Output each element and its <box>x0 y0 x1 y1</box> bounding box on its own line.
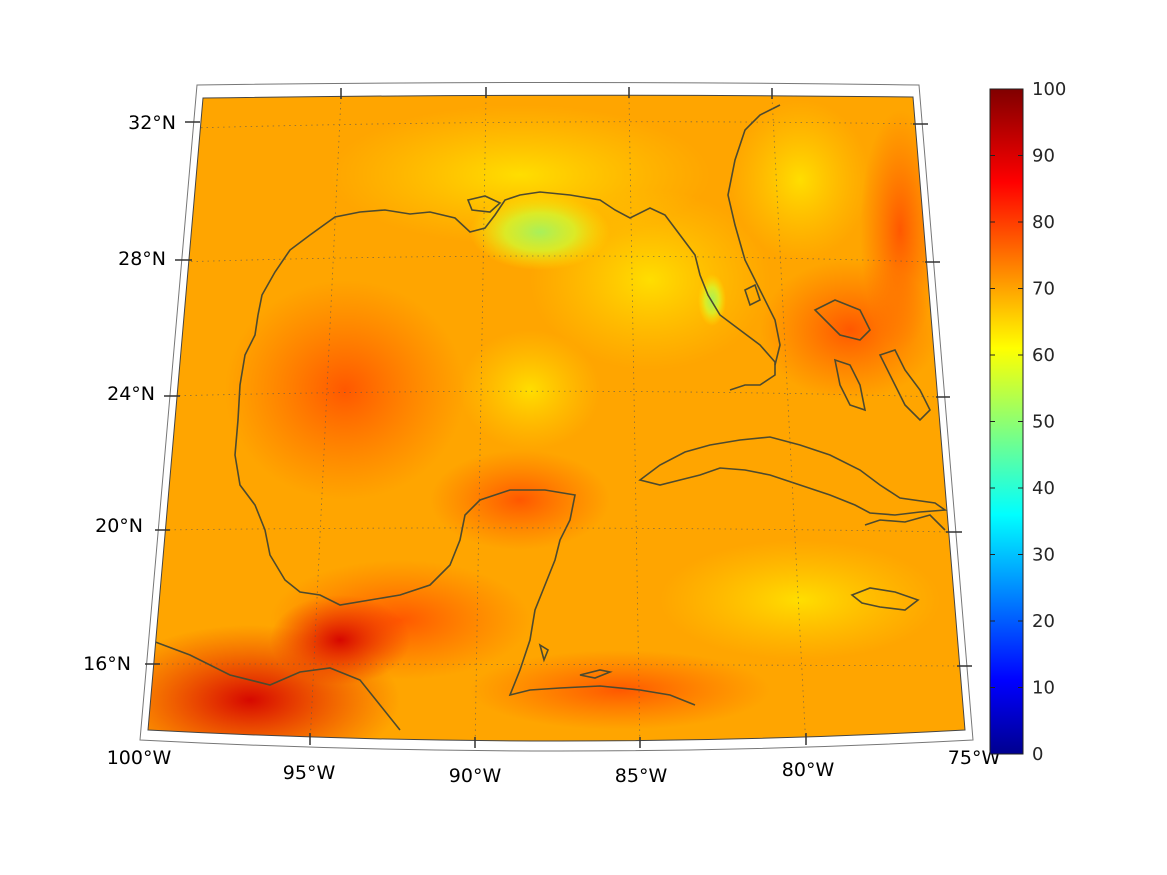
colorbar-tick-label: 50 <box>1032 412 1055 433</box>
longitude-labels: 100°W 95°W 90°W 85°W 80°W 75°W <box>107 747 1001 787</box>
lon-label-75w: 75°W <box>948 747 1001 769</box>
gulf-coast <box>257 191 776 391</box>
frame-ticks <box>145 87 972 748</box>
lat-label-32n: 32°N <box>128 112 176 134</box>
lon-label-90w: 90°W <box>449 765 502 787</box>
colorbar-tick-label: 60 <box>1032 345 1055 366</box>
colorbar-tick-label: 0 <box>1032 744 1043 765</box>
lat-label-20n: 20°N <box>95 515 143 537</box>
map-frame <box>139 82 974 752</box>
lon-label-80w: 80°W <box>782 759 835 781</box>
lake-pontchartrain <box>466 195 502 213</box>
graticule <box>149 96 963 741</box>
jamaica <box>850 587 920 611</box>
colorbar-tick-label: 30 <box>1032 545 1055 566</box>
colorbar-ticks: 0 10 20 30 40 50 60 70 80 90 100 <box>990 79 1066 765</box>
lat-label-16n: 16°N <box>83 653 131 675</box>
mexico-coast <box>234 314 696 706</box>
field-layer <box>148 95 965 741</box>
florida-east-coast <box>727 104 781 366</box>
lon-label-95w: 95°W <box>283 762 336 784</box>
honduras-islands <box>538 643 613 679</box>
colorbar-tick-label: 40 <box>1032 478 1055 499</box>
colorbar-tick-label: 80 <box>1032 212 1055 233</box>
hispaniola-edge <box>864 514 946 531</box>
colorbar-tick-label: 70 <box>1032 279 1055 300</box>
lon-label-100w: 100°W <box>107 747 172 769</box>
latitude-labels: 32°N 28°N 24°N 20°N 16°N <box>83 112 176 675</box>
lake-okeechobee <box>744 283 761 307</box>
lat-label-24n: 24°N <box>107 383 155 405</box>
cuba <box>638 436 948 516</box>
pacific-coast <box>149 639 401 731</box>
lat-label-28n: 28°N <box>118 248 166 270</box>
coastlines <box>149 104 948 731</box>
colorbar-tick-label: 20 <box>1032 611 1055 632</box>
colorbar: 0 10 20 30 40 50 60 70 80 90 100 <box>989 79 1066 765</box>
colorbar-tick-label: 10 <box>1032 678 1055 699</box>
bahamas <box>813 299 931 422</box>
colorbar-tick-label: 90 <box>1032 146 1055 167</box>
colorbar-tick-label: 100 <box>1032 79 1066 100</box>
lon-label-85w: 85°W <box>615 765 668 787</box>
